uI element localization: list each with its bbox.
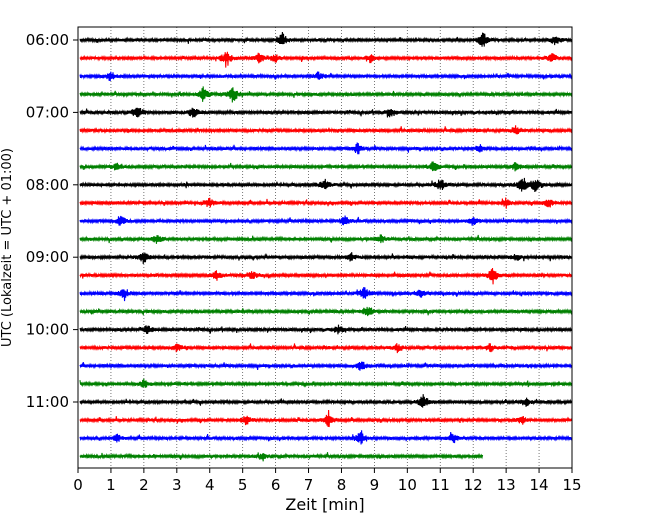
x-tick-label: 14 <box>530 476 549 494</box>
trace-0830 <box>79 215 573 226</box>
trace-0745 <box>79 161 573 172</box>
trace-0900 <box>79 252 573 265</box>
trace-0715 <box>79 125 573 135</box>
trace-0645 <box>79 86 573 103</box>
x-tick-label: 9 <box>370 476 380 494</box>
trace-1000 <box>79 324 573 335</box>
trace-1100 <box>79 394 573 408</box>
trace-0930 <box>79 287 573 302</box>
trace-0800 <box>79 177 573 193</box>
y-axis: 06:00 07:00 08:00 09:00 10:00 11:00 <box>26 31 78 411</box>
trace-0815 <box>79 197 573 209</box>
trace-1130 <box>79 430 573 445</box>
x-tick-label: 6 <box>271 476 281 494</box>
y-tick-label: 09:00 <box>26 248 69 266</box>
x-tick-label: 2 <box>139 476 149 494</box>
x-tick-label: 4 <box>205 476 215 494</box>
trace-0700 <box>79 107 573 118</box>
x-tick-label: 1 <box>106 476 116 494</box>
y-tick-label: 06:00 <box>26 31 69 49</box>
trace-0730 <box>79 142 573 155</box>
trace-0845 <box>79 234 573 244</box>
y-tick-label: 11:00 <box>26 393 69 411</box>
x-tick-label: 5 <box>238 476 248 494</box>
x-tick-label: 15 <box>562 476 581 494</box>
trace-0630 <box>79 71 573 81</box>
x-tick-label: 13 <box>497 476 516 494</box>
x-tick-label: 8 <box>337 476 347 494</box>
trace-0615 <box>79 51 573 68</box>
trace-0600 <box>79 32 573 47</box>
y-tick-label: 07:00 <box>26 103 69 121</box>
trace-1045 <box>79 378 573 388</box>
trace-1015 <box>79 343 573 354</box>
trace-0945 <box>79 306 573 317</box>
x-tick-label: 3 <box>172 476 182 494</box>
x-tick-label: 0 <box>73 476 83 494</box>
x-tick-label: 10 <box>398 476 417 494</box>
x-tick-label: 7 <box>304 476 314 494</box>
trace-1115 <box>79 410 573 428</box>
x-axis: 0 1 2 3 4 5 6 7 8 9 10 11 12 13 14 15 <box>73 468 582 494</box>
y-tick-label: 08:00 <box>26 176 69 194</box>
seismic-traces <box>79 32 573 462</box>
plot-frame <box>77 26 573 469</box>
trace-1030 <box>79 361 573 371</box>
trace-1145 <box>79 452 484 462</box>
trace-0915 <box>79 268 573 285</box>
x-axis-label: Zeit [min] <box>285 495 364 514</box>
y-tick-label: 10:00 <box>26 321 69 339</box>
x-tick-label: 11 <box>431 476 450 494</box>
y-axis-label: UTC (Lokalzeit = UTC + 01:00) <box>0 148 15 347</box>
x-tick-label: 12 <box>464 476 483 494</box>
